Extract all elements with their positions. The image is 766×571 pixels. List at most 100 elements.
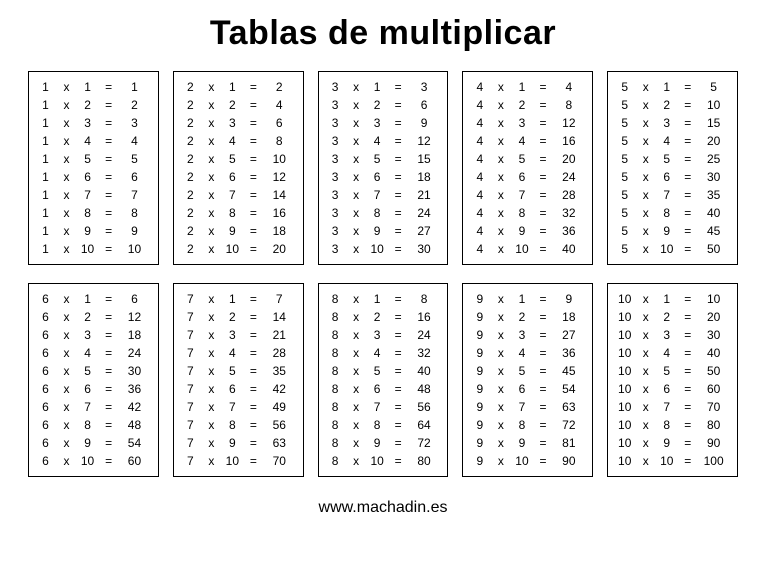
result: 20 xyxy=(553,150,586,168)
table-row: 2x2=4 xyxy=(180,96,297,114)
times-symbol: x xyxy=(493,150,509,168)
operand-a: 3 xyxy=(325,186,346,204)
equals-symbol: = xyxy=(535,434,551,452)
result: 8 xyxy=(553,96,586,114)
table-row: 9x9=81 xyxy=(469,434,586,452)
operand-a: 4 xyxy=(469,222,490,240)
operand-a: 2 xyxy=(180,150,201,168)
equals-symbol: = xyxy=(245,308,261,326)
table-box-4: 4x1=44x2=84x3=124x4=164x5=204x6=244x7=28… xyxy=(462,71,593,265)
operand-a: 1 xyxy=(35,186,56,204)
times-symbol: x xyxy=(348,452,364,470)
operand-a: 5 xyxy=(614,96,635,114)
operand-b: 9 xyxy=(511,222,532,240)
equals-symbol: = xyxy=(680,114,696,132)
operand-a: 2 xyxy=(180,186,201,204)
equals-symbol: = xyxy=(245,78,261,96)
times-symbol: x xyxy=(638,344,654,362)
result: 5 xyxy=(119,150,152,168)
equals-symbol: = xyxy=(535,452,551,470)
operand-b: 4 xyxy=(656,344,677,362)
result: 4 xyxy=(264,96,297,114)
result: 2 xyxy=(119,96,152,114)
equals-symbol: = xyxy=(245,222,261,240)
table-row: 10x8=80 xyxy=(614,416,731,434)
times-symbol: x xyxy=(58,416,74,434)
equals-symbol: = xyxy=(535,362,551,380)
result: 28 xyxy=(264,344,297,362)
times-symbol: x xyxy=(58,308,74,326)
times-symbol: x xyxy=(493,452,509,470)
result: 15 xyxy=(409,150,442,168)
table-row: 2x4=8 xyxy=(180,132,297,150)
table-row: 10x10=100 xyxy=(614,452,731,470)
result: 36 xyxy=(553,222,586,240)
table-row: 7x6=42 xyxy=(180,380,297,398)
operand-a: 8 xyxy=(325,344,346,362)
operand-a: 9 xyxy=(469,308,490,326)
times-symbol: x xyxy=(638,204,654,222)
table-row: 9x4=36 xyxy=(469,344,586,362)
operand-a: 5 xyxy=(614,186,635,204)
table-row: 3x6=18 xyxy=(325,168,442,186)
operand-a: 7 xyxy=(180,344,201,362)
operand-b: 2 xyxy=(511,308,532,326)
table-row: 9x5=45 xyxy=(469,362,586,380)
table-row: 9x6=54 xyxy=(469,380,586,398)
times-symbol: x xyxy=(638,78,654,96)
result: 20 xyxy=(264,240,297,258)
table-row: 10x1=10 xyxy=(614,290,731,308)
times-symbol: x xyxy=(203,416,219,434)
equals-symbol: = xyxy=(100,114,116,132)
operand-a: 5 xyxy=(614,240,635,258)
times-symbol: x xyxy=(348,132,364,150)
equals-symbol: = xyxy=(390,452,406,470)
table-row: 5x3=15 xyxy=(614,114,731,132)
operand-a: 8 xyxy=(325,326,346,344)
table-row: 1x6=6 xyxy=(35,168,152,186)
operand-a: 1 xyxy=(35,222,56,240)
operand-b: 5 xyxy=(222,362,243,380)
times-symbol: x xyxy=(203,78,219,96)
result: 42 xyxy=(119,398,152,416)
equals-symbol: = xyxy=(680,416,696,434)
times-symbol: x xyxy=(638,168,654,186)
operand-a: 3 xyxy=(325,240,346,258)
times-symbol: x xyxy=(493,434,509,452)
times-symbol: x xyxy=(493,186,509,204)
table-row: 3x4=12 xyxy=(325,132,442,150)
equals-symbol: = xyxy=(100,222,116,240)
result: 49 xyxy=(264,398,297,416)
operand-b: 8 xyxy=(656,204,677,222)
result: 16 xyxy=(409,308,442,326)
table-row: 4x2=8 xyxy=(469,96,586,114)
operand-a: 6 xyxy=(35,380,56,398)
times-symbol: x xyxy=(493,114,509,132)
times-symbol: x xyxy=(493,222,509,240)
times-symbol: x xyxy=(203,222,219,240)
operand-a: 4 xyxy=(469,96,490,114)
result: 63 xyxy=(553,398,586,416)
result: 10 xyxy=(698,290,731,308)
operand-b: 9 xyxy=(656,434,677,452)
result: 18 xyxy=(553,308,586,326)
result: 40 xyxy=(698,204,731,222)
operand-a: 5 xyxy=(614,114,635,132)
operand-b: 2 xyxy=(222,308,243,326)
operand-b: 4 xyxy=(367,132,388,150)
table-row: 4x6=24 xyxy=(469,168,586,186)
times-symbol: x xyxy=(58,186,74,204)
operand-a: 1 xyxy=(35,132,56,150)
result: 30 xyxy=(409,240,442,258)
equals-symbol: = xyxy=(680,344,696,362)
operand-b: 2 xyxy=(656,308,677,326)
table-box-9: 9x1=99x2=189x3=279x4=369x5=459x6=549x7=6… xyxy=(462,283,593,477)
equals-symbol: = xyxy=(680,78,696,96)
table-row: 10x5=50 xyxy=(614,362,731,380)
operand-a: 3 xyxy=(325,96,346,114)
result: 56 xyxy=(264,416,297,434)
table-row: 2x8=16 xyxy=(180,204,297,222)
times-symbol: x xyxy=(348,308,364,326)
equals-symbol: = xyxy=(535,78,551,96)
tables-grid: 1x1=11x2=21x3=31x4=41x5=51x6=61x7=71x8=8… xyxy=(0,71,766,477)
